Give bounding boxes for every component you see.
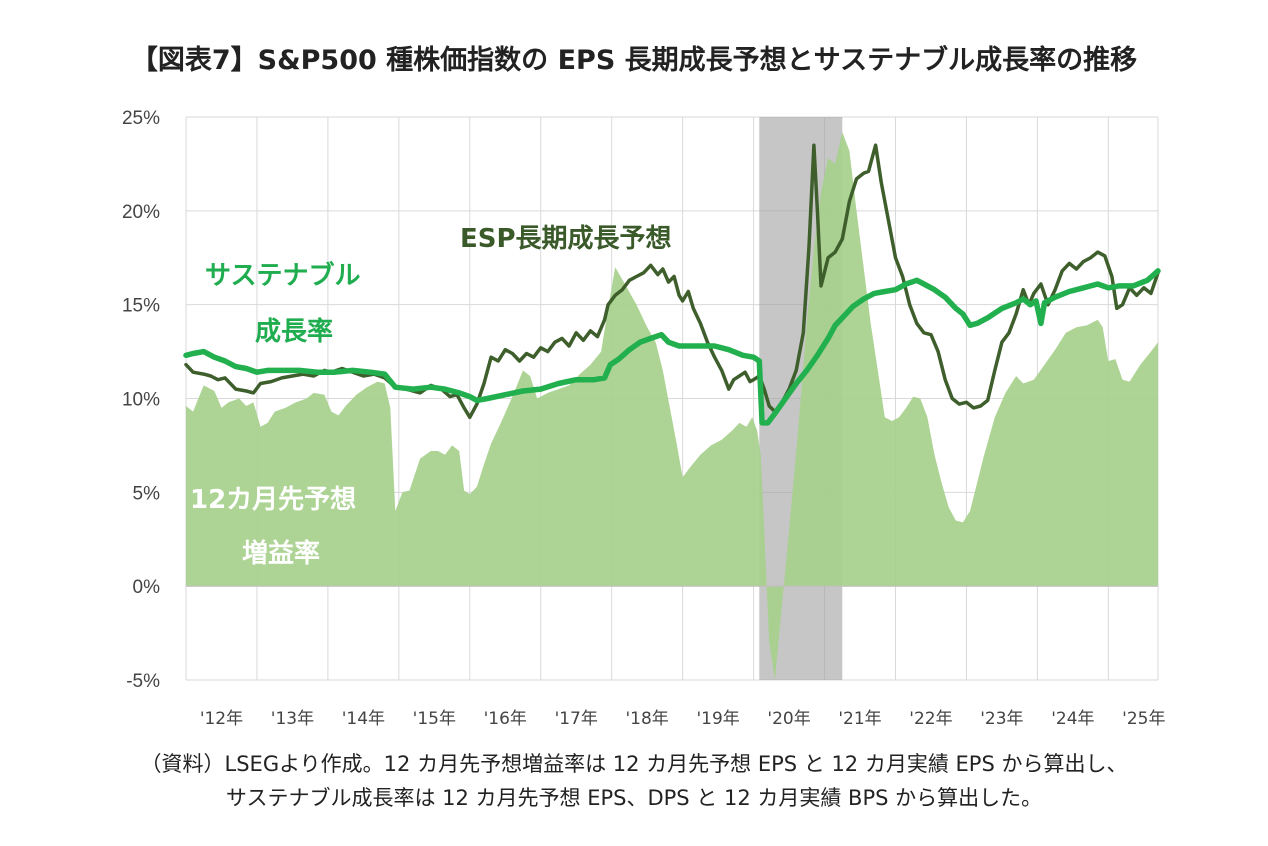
series-forward-eps-growth-area — [186, 132, 1158, 680]
x-tick-label: '13年 — [271, 709, 314, 729]
x-tick-label: '20年 — [767, 709, 810, 729]
chart-title: 【図表7】S&P500 種株価指数の EPS 長期成長予想とサステナブル成長率の… — [130, 45, 1138, 76]
label-esp-long-term: ESP長期成長予想 — [460, 224, 672, 254]
y-tick-label: 25% — [122, 108, 160, 129]
x-tick-label: '16年 — [484, 709, 527, 729]
y-tick-label: 5% — [133, 483, 161, 504]
x-tick-label: '17年 — [555, 709, 598, 729]
x-tick-label: '25年 — [1122, 709, 1165, 729]
source-note-line2: サステナブル成長率は 12 カ月先予想 EPS、DPS と 12 カ月実績 BP… — [225, 786, 1043, 810]
y-tick-label: -5% — [126, 671, 160, 692]
x-tick-label: '19年 — [696, 709, 739, 729]
x-tick-label: '24年 — [1051, 709, 1094, 729]
x-tick-label: '18年 — [626, 709, 669, 729]
y-tick-label: 10% — [122, 390, 160, 411]
x-tick-label: '14年 — [342, 709, 385, 729]
x-tick-label: '12年 — [200, 709, 243, 729]
y-tick-label: 0% — [133, 577, 161, 598]
label-sustainable-line1: サステナブル — [205, 260, 360, 291]
x-tick-label: '15年 — [413, 709, 456, 729]
y-tick-label: 15% — [122, 296, 160, 317]
label-sustainable-line2: 成長率 — [255, 316, 333, 347]
x-tick-label: '22年 — [909, 709, 952, 729]
series-sustainable-growth-line — [183, 268, 1161, 426]
source-note-line1: （資料）LSEGより作成。12 カ月先予想増益率は 12 カ月先予想 EPS と… — [140, 752, 1128, 776]
y-tick-label: 20% — [122, 202, 160, 223]
label-forward-line1: 12カ月先予想 — [190, 485, 356, 515]
label-forward-line2: 増益率 — [242, 538, 320, 569]
x-tick-label: '21年 — [838, 709, 881, 729]
x-tick-label: '23年 — [980, 709, 1023, 729]
